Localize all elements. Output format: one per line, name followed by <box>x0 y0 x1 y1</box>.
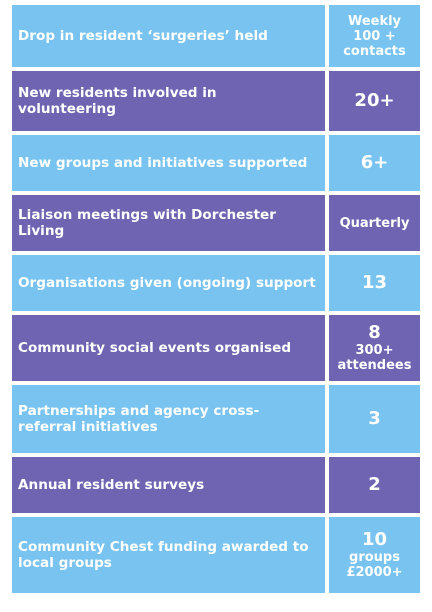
table-row: Organisations given (ongoing) support 13 <box>12 255 420 311</box>
row-value: Quarterly <box>329 195 420 251</box>
table-row: Partnerships and agency cross-referral i… <box>12 385 420 453</box>
row-value: 3 <box>329 385 420 453</box>
row-value: 20+ <box>329 71 420 131</box>
table-row: Community Chest funding awarded to local… <box>12 517 420 593</box>
value-main: 8 <box>368 322 381 343</box>
value-sub: Weekly 100 + contacts <box>343 13 406 59</box>
value-sub: Quarterly <box>339 215 410 231</box>
value-main: 3 <box>368 408 381 429</box>
table-row: New residents involved in volunteering 2… <box>12 71 420 131</box>
row-label: Community Chest funding awarded to local… <box>12 517 325 593</box>
row-label: Drop in resident ‘surgeries’ held <box>12 5 325 67</box>
row-label: Liaison meetings with Dorchester Living <box>12 195 325 251</box>
value-sub: groups £2000+ <box>346 550 403 580</box>
value-main: 10 <box>361 529 388 550</box>
table-row: New groups and initiatives supported 6+ <box>12 135 420 191</box>
row-label: New groups and initiatives supported <box>12 135 325 191</box>
row-label: Partnerships and agency cross-referral i… <box>12 385 325 453</box>
value-main: 2 <box>368 474 381 495</box>
value-main: 20+ <box>354 90 395 111</box>
stats-table: Drop in resident ‘surgeries’ held Weekly… <box>12 5 420 593</box>
table-row: Annual resident surveys 2 <box>12 457 420 513</box>
row-label: New residents involved in volunteering <box>12 71 325 131</box>
value-main: 13 <box>361 272 388 293</box>
row-value: Weekly 100 + contacts <box>329 5 420 67</box>
row-value: 10 groups £2000+ <box>329 517 420 593</box>
table-row: Drop in resident ‘surgeries’ held Weekly… <box>12 5 420 67</box>
row-label: Organisations given (ongoing) support <box>12 255 325 311</box>
row-value: 6+ <box>329 135 420 191</box>
row-label: Annual resident surveys <box>12 457 325 513</box>
value-main: 6+ <box>360 152 389 173</box>
row-value: 13 <box>329 255 420 311</box>
table-row: Liaison meetings with Dorchester Living … <box>12 195 420 251</box>
row-label: Community social events organised <box>12 315 325 381</box>
table-row: Community social events organised 8 300+… <box>12 315 420 381</box>
row-value: 2 <box>329 457 420 513</box>
value-sub: 300+ attendees <box>337 343 412 373</box>
row-value: 8 300+ attendees <box>329 315 420 381</box>
